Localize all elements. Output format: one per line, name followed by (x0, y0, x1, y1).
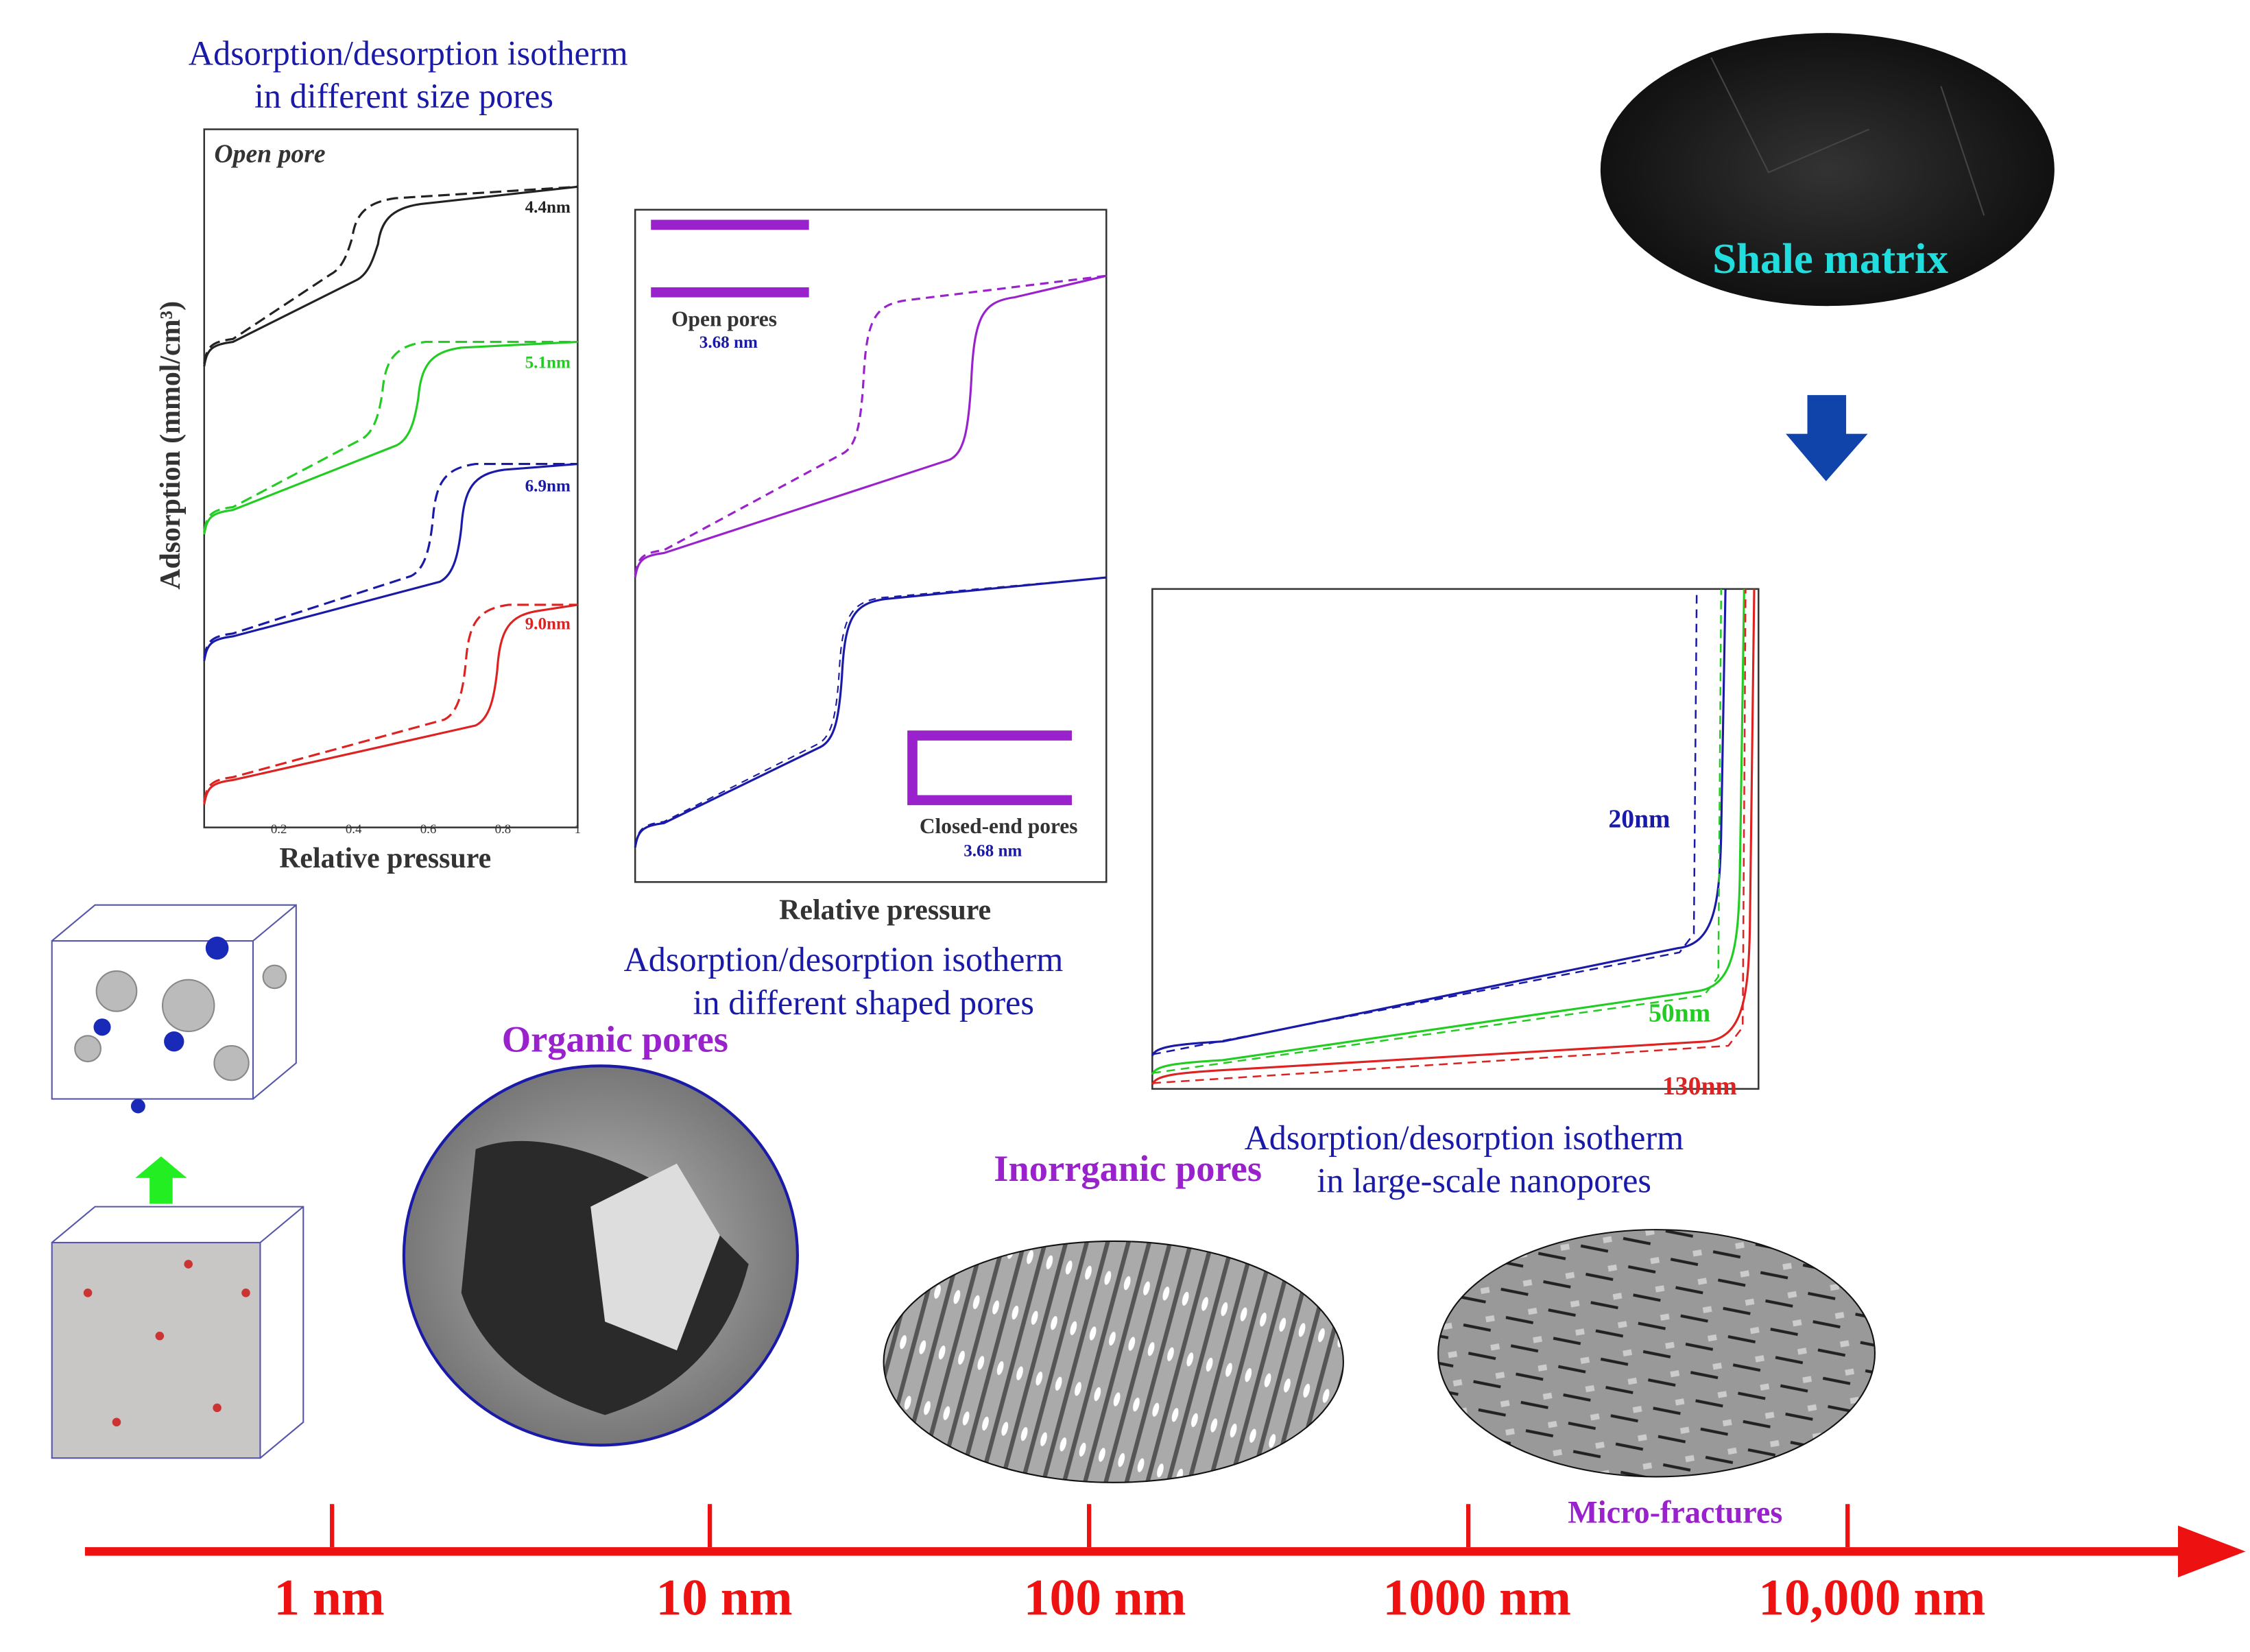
size-pores-panel: Adsorption/desorption isotherm in differ… (155, 34, 627, 874)
closed-label: Closed-end pores (920, 814, 1078, 838)
organic-image: Organic pores (402, 1018, 799, 1447)
arrow-head (2177, 1525, 2246, 1578)
axes (1151, 588, 1760, 1090)
scale-label: 100 nm (1024, 1570, 1186, 1627)
inorganic-label: Inorrganic pores (994, 1147, 1262, 1189)
title: in different size pores (254, 77, 553, 115)
pore-icon (651, 287, 809, 298)
title: Adsorption/desorption isotherm (624, 940, 1064, 979)
scale-label: 10,000 nm (1758, 1570, 1985, 1627)
micro-image: Micro-fractures (1437, 1229, 1876, 1529)
isotherm-adsorption (203, 603, 578, 805)
scale-bar: 1 nm 10 nm 100 nm 1000 nm 10,000 nm (84, 1504, 2246, 1627)
title: Adsorption/desorption isotherm (1244, 1118, 1684, 1157)
pore-icon (907, 730, 1072, 806)
curve-label: 20nm (1608, 805, 1670, 834)
mineral-grain (590, 1163, 720, 1351)
curve-label: 4.4nm (525, 198, 571, 217)
title: Adsorption/desorption isotherm (189, 34, 628, 72)
inorganic-image: Inorrganic pores (883, 1147, 1344, 1483)
isotherm-adsorption (203, 463, 578, 661)
up-arrow (135, 1156, 187, 1204)
isotherm-adsorption (634, 576, 1107, 848)
curve-label: 9.0nm (525, 615, 571, 634)
pore-icon (651, 219, 809, 230)
isotherm-desorption (1152, 588, 1723, 1075)
shale-label: Shale matrix (1712, 235, 1948, 283)
inset-label: Open pore (214, 140, 325, 169)
axes (634, 208, 1108, 883)
shape-pores-panel: Open pores 3.68 nm Closed-end pores 3.68… (624, 208, 1108, 1022)
curve-label: 50nm (1649, 998, 1710, 1027)
isotherm-desorption (203, 603, 578, 802)
closed-size: 3.68 nm (964, 841, 1022, 860)
x-tick-label: 0.4 (346, 822, 362, 837)
isotherm-adsorption (1151, 588, 1756, 1086)
x-label: Relative pressure (779, 895, 991, 926)
isotherm-adsorption (634, 274, 1107, 578)
molecule-box (51, 1206, 304, 1459)
open-label: Open pores (671, 307, 777, 331)
sem-photo (1437, 1229, 1876, 1478)
molecule-box (51, 1241, 261, 1459)
isotherm-adsorption (203, 340, 578, 535)
isotherm-desorption (203, 340, 578, 532)
scale-label: 10 nm (656, 1570, 793, 1627)
x-tick-label: 0.8 (495, 822, 512, 837)
isotherm-desorption (203, 463, 578, 658)
scale-label: 1 nm (274, 1570, 384, 1627)
isotherm-desorption (1152, 588, 1747, 1084)
x-tick-label: 0.2 (271, 822, 287, 837)
x-tick-label: 1 (575, 822, 581, 837)
title: in different shaped pores (693, 983, 1034, 1022)
y-label: Adsorption (mmol/cm³) (155, 301, 187, 590)
micro-label: Micro-fractures (1568, 1494, 1782, 1529)
shale-photo (1600, 33, 2055, 307)
organic-label: Organic pores (502, 1018, 728, 1060)
sim-box (51, 940, 254, 1100)
isotherm-desorption (1152, 588, 1698, 1055)
title: in large-scale nanopores (1317, 1162, 1651, 1200)
isotherm-adsorption (203, 185, 578, 367)
x-tick-label: 0.6 (420, 822, 437, 837)
isotherm-desorption (634, 274, 1107, 575)
scale-label: 1000 nm (1383, 1570, 1571, 1627)
isotherm-adsorption (1151, 588, 1745, 1075)
open-size: 3.68 nm (699, 333, 758, 352)
large-pores-panel: 20nm 50nm 130nm Adsorption/desorption isot… (1151, 588, 1760, 1200)
curve-label: 6.9nm (525, 477, 571, 495)
axes (203, 128, 579, 828)
texture (1710, 57, 1985, 216)
sem-photo (883, 1240, 1344, 1483)
shale-image: Shale matrix (1600, 33, 2055, 481)
isotherm-desorption (203, 185, 578, 364)
curve-label: 5.1nm (525, 353, 571, 372)
x-label: Relative pressure (279, 843, 491, 874)
molecule-images (51, 904, 304, 1459)
isotherm-desorption (634, 577, 1107, 846)
down-arrow (1786, 395, 1868, 481)
curve-label: 130nm (1662, 1072, 1737, 1101)
sim-box (51, 904, 297, 1100)
